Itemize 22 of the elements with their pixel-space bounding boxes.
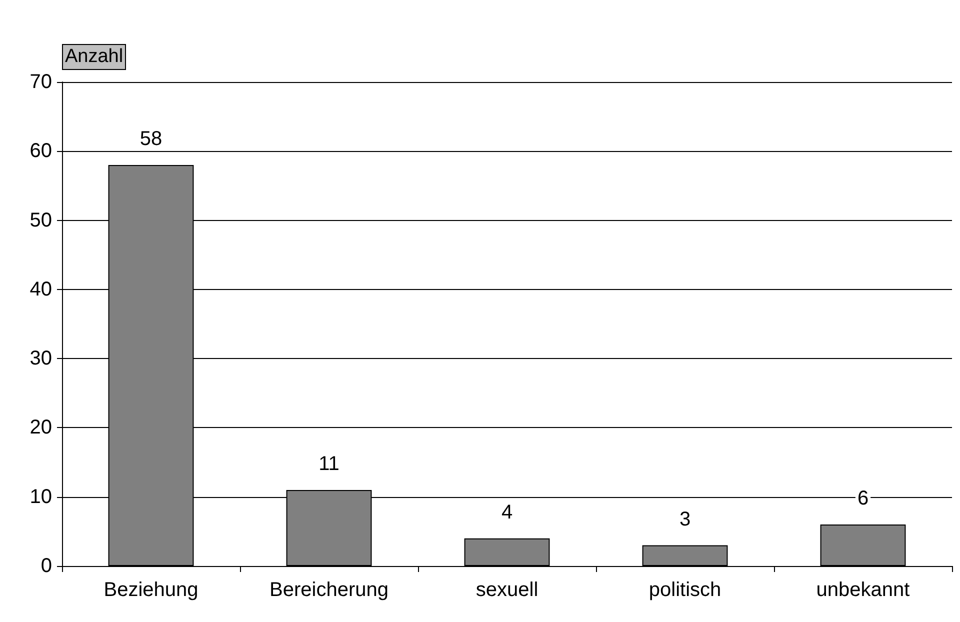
bar (820, 524, 906, 566)
data-label: 6 (857, 488, 869, 510)
y-axis-title: Anzahl (62, 44, 126, 70)
x-tick-label: Beziehung (104, 579, 198, 601)
data-label: 3 (679, 508, 691, 530)
y-tick-label: 60 (30, 140, 52, 162)
y-tick-label: 50 (30, 209, 52, 232)
x-tick-label: Bereicherung (270, 579, 388, 601)
data-label: 58 (140, 128, 162, 150)
y-tick-label: 70 (30, 71, 52, 93)
y-tick-label: 30 (30, 348, 52, 370)
x-tick-label: unbekannt (816, 579, 910, 601)
y-tick-label: 10 (30, 486, 52, 508)
bar (464, 538, 550, 566)
x-tick-label: politisch (648, 579, 722, 601)
y-tick-label: 20 (30, 416, 52, 439)
x-tick-label: sexuell (476, 579, 538, 601)
y-tick-label: 40 (30, 278, 52, 300)
bar (642, 545, 728, 566)
data-label: 11 (318, 452, 340, 475)
y-tick-label: 0 (40, 555, 52, 577)
data-label: 4 (501, 501, 513, 524)
